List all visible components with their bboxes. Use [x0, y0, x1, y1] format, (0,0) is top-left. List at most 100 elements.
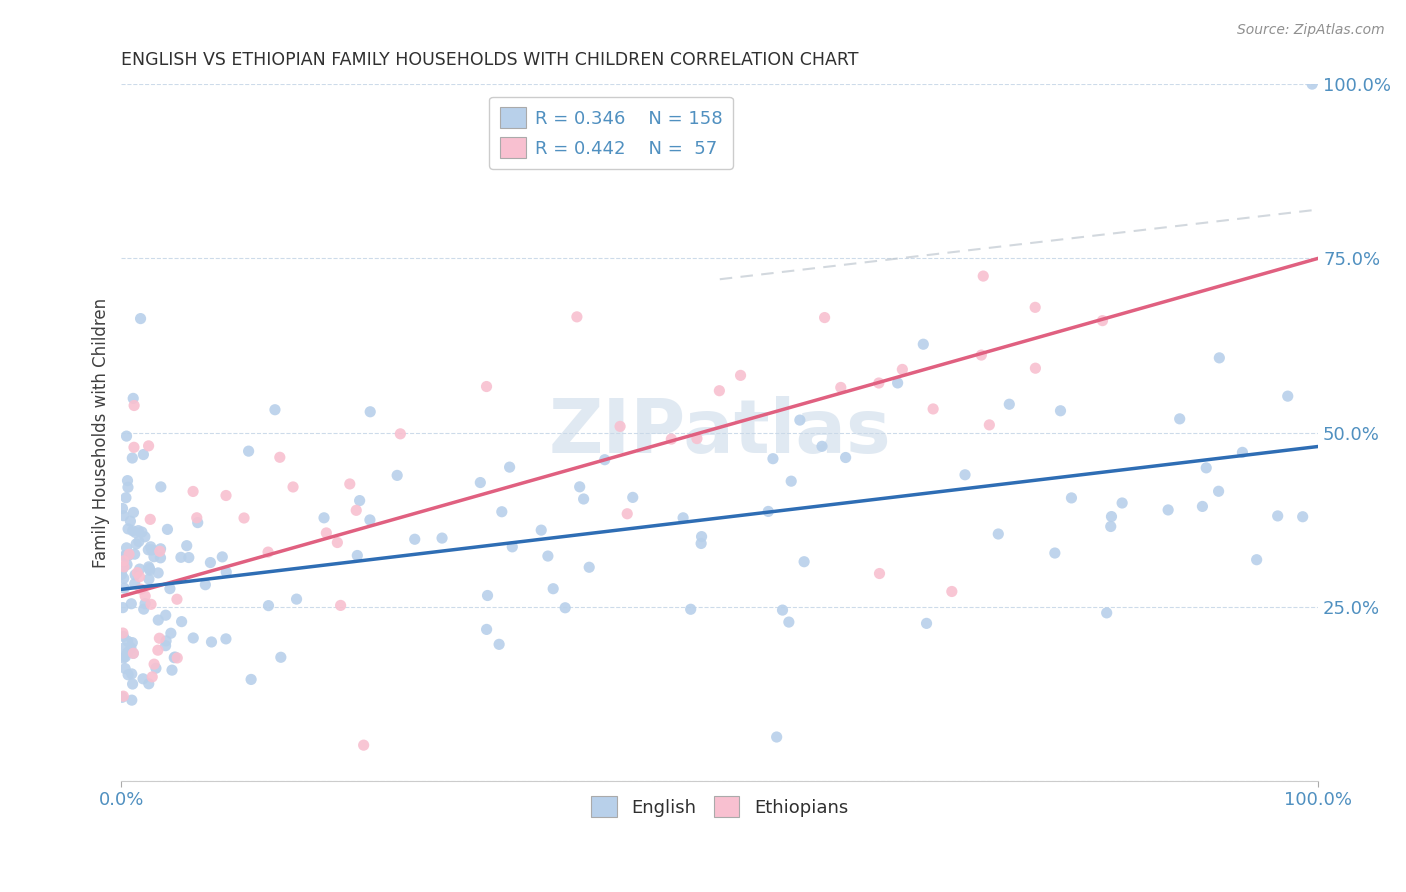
Point — [891, 362, 914, 376]
Point — [1246, 552, 1268, 566]
Point — [181, 631, 204, 645]
Point — [264, 402, 287, 417]
Point — [132, 448, 155, 462]
Point — [155, 608, 177, 623]
Point — [138, 559, 160, 574]
Point — [121, 693, 143, 707]
Point — [120, 597, 142, 611]
Point — [114, 649, 136, 664]
Point — [430, 531, 453, 545]
Text: ENGLISH VS ETHIOPIAN FAMILY HOUSEHOLDS WITH CHILDREN CORRELATION CHART: ENGLISH VS ETHIOPIAN FAMILY HOUSEHOLDS W… — [121, 51, 859, 69]
Point — [121, 450, 143, 465]
Point — [537, 549, 560, 563]
Point — [1208, 484, 1230, 499]
Point — [1301, 77, 1323, 91]
Point — [111, 626, 134, 640]
Point — [118, 547, 141, 561]
Point — [554, 600, 576, 615]
Point — [359, 405, 381, 419]
Point — [149, 480, 172, 494]
Point — [160, 626, 183, 640]
Point — [672, 511, 695, 525]
Point — [339, 477, 361, 491]
Point — [1191, 500, 1213, 514]
Point — [111, 561, 134, 575]
Point — [122, 399, 145, 413]
Point — [139, 598, 162, 612]
Point — [609, 419, 631, 434]
Point — [789, 413, 811, 427]
Point — [477, 589, 499, 603]
Point — [953, 467, 976, 482]
Point — [1060, 491, 1083, 505]
Point — [1168, 412, 1191, 426]
Point — [1111, 496, 1133, 510]
Point — [353, 738, 375, 752]
Point — [114, 549, 136, 563]
Point — [491, 505, 513, 519]
Point — [1232, 445, 1254, 459]
Point — [112, 630, 135, 644]
Point — [488, 637, 510, 651]
Point — [868, 376, 890, 390]
Point — [117, 646, 139, 660]
Point — [979, 417, 1001, 432]
Point — [240, 673, 263, 687]
Point — [762, 451, 785, 466]
Point — [1043, 546, 1066, 560]
Point — [111, 600, 134, 615]
Point — [886, 376, 908, 390]
Point — [129, 582, 152, 597]
Point — [1091, 313, 1114, 327]
Point — [830, 380, 852, 394]
Point — [215, 565, 238, 579]
Point — [941, 584, 963, 599]
Point — [134, 530, 156, 544]
Point — [117, 667, 139, 681]
Point — [132, 672, 155, 686]
Point — [793, 555, 815, 569]
Point — [134, 589, 156, 603]
Point — [114, 662, 136, 676]
Point — [148, 632, 170, 646]
Y-axis label: Family Households with Children: Family Households with Children — [93, 298, 110, 567]
Point — [163, 650, 186, 665]
Point — [281, 480, 304, 494]
Point — [128, 534, 150, 549]
Point — [124, 576, 146, 591]
Point — [146, 566, 169, 580]
Point — [176, 539, 198, 553]
Point — [765, 730, 787, 744]
Point — [565, 310, 588, 324]
Point — [1267, 508, 1289, 523]
Point — [148, 613, 170, 627]
Point — [912, 337, 935, 351]
Point — [156, 522, 179, 536]
Point — [498, 460, 520, 475]
Point — [315, 525, 337, 540]
Point — [149, 541, 172, 556]
Point — [780, 474, 803, 488]
Point — [709, 384, 731, 398]
Point — [111, 690, 134, 705]
Point — [690, 530, 713, 544]
Point — [389, 426, 412, 441]
Point — [138, 439, 160, 453]
Point — [686, 432, 709, 446]
Point — [149, 550, 172, 565]
Point — [329, 599, 352, 613]
Point — [142, 549, 165, 564]
Point — [117, 474, 139, 488]
Point — [349, 493, 371, 508]
Point — [120, 514, 142, 528]
Point — [257, 599, 280, 613]
Point — [112, 571, 135, 585]
Point — [1208, 351, 1230, 365]
Point — [166, 651, 188, 665]
Point — [121, 635, 143, 649]
Point — [233, 511, 256, 525]
Point — [115, 549, 138, 563]
Point — [128, 562, 150, 576]
Point — [257, 545, 280, 559]
Point — [270, 650, 292, 665]
